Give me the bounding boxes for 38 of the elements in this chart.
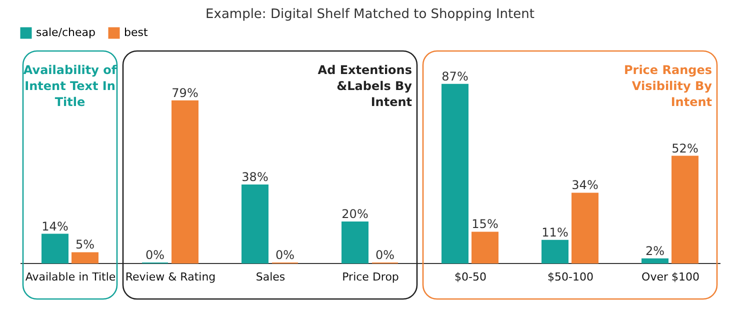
chart-title: Example: Digital Shelf Matched to Shopping Intent xyxy=(206,7,534,22)
data-label: 0% xyxy=(145,248,165,262)
bar xyxy=(472,232,498,264)
legend-label: best xyxy=(124,26,148,39)
x-tick-label: Review & Rating xyxy=(125,270,216,284)
x-tick-label: Price Drop xyxy=(342,270,399,284)
x-tick-label: Sales xyxy=(256,270,286,284)
x-tick-label: Over $100 xyxy=(642,270,700,284)
annotation: Availability of Intent Text In Title xyxy=(23,63,118,109)
bar xyxy=(442,84,468,264)
bar xyxy=(672,156,698,264)
x-tick-label: Available in Title xyxy=(25,270,116,284)
data-label: 20% xyxy=(342,206,368,221)
bar xyxy=(42,234,68,264)
annotation: Price Ranges Visibility By Intent xyxy=(624,63,712,109)
legend-label: sale/cheap xyxy=(36,26,96,39)
bar xyxy=(642,258,668,264)
bar xyxy=(342,221,368,264)
annotation: Ad Extentions &Labels By Intent xyxy=(318,63,412,109)
data-label: 79% xyxy=(172,86,198,100)
data-label: 52% xyxy=(672,141,698,156)
bar xyxy=(542,240,568,264)
bar xyxy=(242,184,268,264)
data-label: 14% xyxy=(42,219,68,234)
x-tick-label: $0-50 xyxy=(454,270,486,284)
data-label: 5% xyxy=(75,238,95,252)
data-label: 34% xyxy=(572,178,598,192)
data-label: 38% xyxy=(242,170,268,184)
x-tick-label: $50-100 xyxy=(548,270,594,284)
data-label: 2% xyxy=(645,244,665,258)
data-label: 0% xyxy=(375,248,395,262)
data-label: 0% xyxy=(275,248,295,262)
bar xyxy=(172,100,198,264)
data-label: 87% xyxy=(442,69,468,84)
bar xyxy=(72,252,98,264)
data-label: 11% xyxy=(542,225,568,240)
data-label: 15% xyxy=(472,217,498,232)
bar xyxy=(572,192,598,264)
